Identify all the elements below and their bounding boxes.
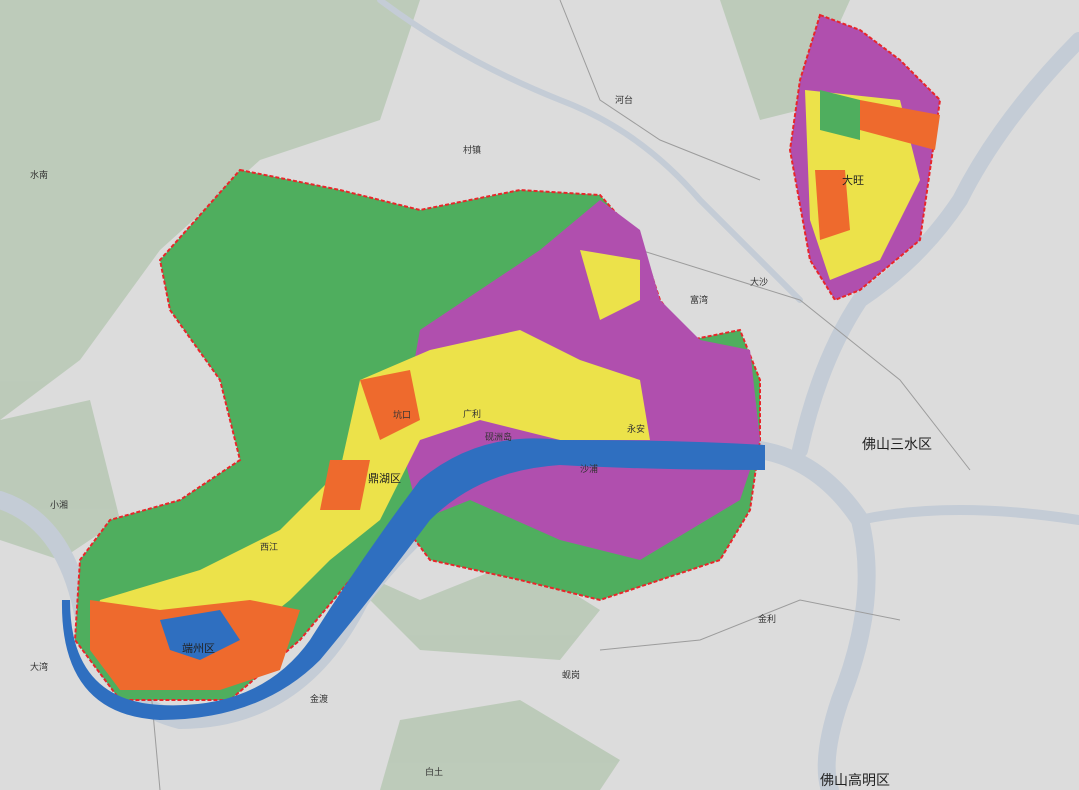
dawang-area bbox=[788, 13, 942, 302]
label-duanzhou: 端州区 bbox=[182, 642, 215, 655]
label-yanzhou: 砚洲岛 bbox=[485, 433, 513, 443]
orange-urban-dinghu bbox=[320, 370, 420, 510]
label-jinli: 金利 bbox=[758, 615, 777, 625]
label-kengkou: 坑口 bbox=[393, 411, 412, 421]
label-dawan: 大湾 bbox=[30, 663, 49, 673]
yellow-land-zone bbox=[90, 330, 650, 660]
label-dinghu: 鼎湖区 bbox=[368, 472, 401, 485]
label-shapu: 沙浦 bbox=[580, 465, 599, 475]
label-xiangang: 蚬岗 bbox=[562, 671, 581, 681]
yellow-north bbox=[580, 250, 640, 320]
label-shuinan: 水南 bbox=[30, 171, 49, 181]
label-guangli: 广利 bbox=[463, 410, 482, 420]
label-dasha: 大沙 bbox=[750, 278, 769, 288]
label-xijiang: 西江 bbox=[260, 543, 279, 553]
label-dawang: 大旺 bbox=[842, 174, 864, 187]
label-cunzhen: 村镇 bbox=[463, 146, 482, 156]
label-jindu: 金渡 bbox=[310, 695, 329, 705]
label-baitu: 白土 bbox=[425, 768, 444, 778]
label-fuwan: 富湾 bbox=[690, 296, 709, 306]
label-gaoming: 佛山高明区 bbox=[820, 773, 890, 789]
blue-lake bbox=[160, 610, 240, 660]
main-planning-area bbox=[61, 168, 765, 720]
label-xiaoxiang: 小湘 bbox=[50, 501, 69, 511]
label-yongan: 永安 bbox=[627, 425, 646, 435]
label-sanshui: 佛山三水区 bbox=[862, 437, 932, 453]
label-hetai: 河台 bbox=[615, 96, 634, 106]
xijiang-river bbox=[61, 438, 765, 720]
